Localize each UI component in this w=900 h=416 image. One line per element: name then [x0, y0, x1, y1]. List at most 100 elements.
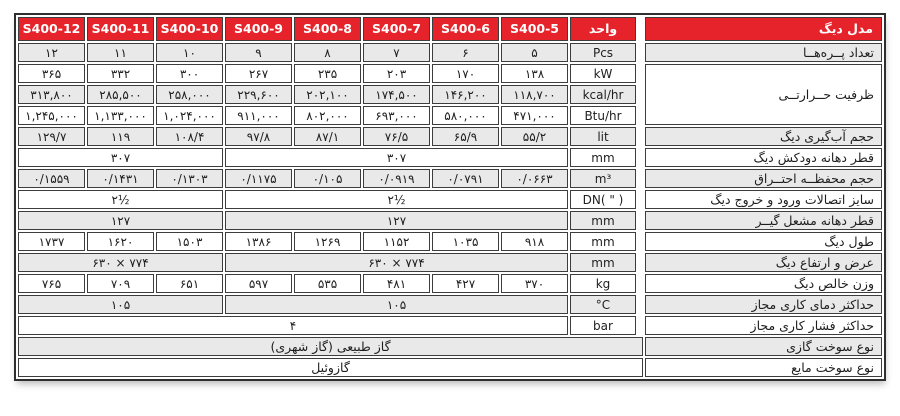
- row-spacer: [638, 148, 643, 167]
- cell-max-working-pressure-all-models: ۴: [18, 316, 568, 335]
- unit-max-working-pressure: bar: [570, 316, 636, 335]
- cell-sections-S400-6: ۶: [432, 43, 499, 62]
- cell-burner-opening-group-1: ۱۲۷: [18, 211, 223, 230]
- cell-sections-S400-9: ۹: [225, 43, 292, 62]
- cell-capacity-kcal-S400-6: ۱۴۶,۲۰۰: [432, 85, 499, 104]
- cell-water-volume-S400-10: ۱۰۸/۴: [156, 127, 223, 146]
- cell-capacity-kw-S400-5: ۱۳۸: [501, 64, 568, 83]
- cell-capacity-btu-S400-10: ۱,۰۲۴,۰۰۰: [156, 106, 223, 125]
- cell-net-weight-S400-11: ۷۰۹: [87, 274, 154, 293]
- row-label-water-volume: حجم آب‌گیری دیگ: [645, 127, 882, 146]
- cell-boiler-length-S400-12: ۱۷۳۷: [18, 232, 85, 251]
- model-header-S400-9: S400-9: [225, 17, 292, 41]
- cell-capacity-kcal-S400-8: ۲۰۲,۱۰۰: [294, 85, 361, 104]
- row-label-gas-fuel-type: نوع سوخت گازی: [645, 337, 882, 356]
- row-spacer: [638, 64, 643, 83]
- table-row-burner-opening: ۱۲۷ ۱۲۷ mm قطر دهانه مشعل گیــر: [18, 211, 882, 230]
- cell-water-volume-S400-11: ۱۱۹: [87, 127, 154, 146]
- cell-capacity-btu-S400-6: ۵۸۰,۰۰۰: [432, 106, 499, 125]
- table-row-max-working-temp: ۱۰۵ ۱۰۵ °C حداکثر دمای کاری مجاز: [18, 295, 882, 314]
- row-spacer: [638, 253, 643, 272]
- row-label-liquid-fuel-type: نوع سوخت مایع: [645, 358, 882, 377]
- cell-capacity-kcal-S400-11: ۲۸۵,۵۰۰: [87, 85, 154, 104]
- spec-table: S400-12 S400-11 S400-10 S400-9 S400-8 S400-7 S…: [14, 13, 886, 381]
- unit-combustion-volume: m³: [570, 169, 636, 188]
- cell-capacity-kw-S400-6: ۱۷۰: [432, 64, 499, 83]
- row-label-burner-opening: قطر دهانه مشعل گیــر: [645, 211, 882, 230]
- cell-capacity-kw-S400-8: ۲۳۵: [294, 64, 361, 83]
- cell-max-working-temp-group-2: ۱۰۵: [225, 295, 568, 314]
- cell-capacity-kcal-S400-12: ۳۱۳,۸۰۰: [18, 85, 85, 104]
- cell-capacity-kcal-S400-10: ۲۵۸,۰۰۰: [156, 85, 223, 104]
- row-spacer: [638, 211, 643, 230]
- unit-max-working-temp: °C: [570, 295, 636, 314]
- row-label-width-height: عرض و ارتفاع دیگ: [645, 253, 882, 272]
- unit-column-header: واحد: [570, 17, 636, 41]
- table-row-chimney-diameter: ۳۰۷ ۳۰۷ mm قطر دهانه دودکش دیگ: [18, 148, 882, 167]
- cell-sections-S400-8: ۸: [294, 43, 361, 62]
- model-header-S400-11: S400-11: [87, 17, 154, 41]
- row-spacer: [638, 127, 643, 146]
- cell-boiler-length-S400-10: ۱۵۰۳: [156, 232, 223, 251]
- cell-capacity-btu-S400-7: ۶۹۳,۰۰۰: [363, 106, 430, 125]
- unit-width-height: mm: [570, 253, 636, 272]
- model-header-S400-12: S400-12: [18, 17, 85, 41]
- cell-capacity-kw-S400-9: ۲۶۷: [225, 64, 292, 83]
- unit-connection-size: DN( " ): [570, 190, 636, 209]
- unit-net-weight: kg: [570, 274, 636, 293]
- table-row-capacity-kw: ۳۶۵ ۳۳۲ ۳۰۰ ۲۶۷ ۲۳۵ ۲۰۳ ۱۷۰ ۱۳۸ kW ظرفیت حــرارتـ…: [18, 64, 882, 125]
- cell-boiler-length-S400-7: ۱۱۵۲: [363, 232, 430, 251]
- cell-capacity-kw-S400-12: ۳۶۵: [18, 64, 85, 83]
- cell-sections-S400-12: ۱۲: [18, 43, 85, 62]
- cell-capacity-kcal-S400-7: ۱۷۴,۵۰۰: [363, 85, 430, 104]
- cell-capacity-kw-S400-10: ۳۰۰: [156, 64, 223, 83]
- page: S400-12 S400-11 S400-10 S400-9 S400-8 S400-7 S…: [14, 13, 886, 381]
- cell-water-volume-S400-12: ۱۲۹/۷: [18, 127, 85, 146]
- cell-capacity-kcal-S400-9: ۲۲۹,۶۰۰: [225, 85, 292, 104]
- table-row-net-weight: ۷۶۵ ۷۰۹ ۶۵۱ ۵۹۷ ۵۳۵ ۴۸۱ ۴۲۷ ۳۷۰ kg وزن خالص دیگ: [18, 274, 882, 293]
- cell-water-volume-S400-5: ۵۵/۲: [501, 127, 568, 146]
- cell-water-volume-S400-7: ۷۶/۵: [363, 127, 430, 146]
- table-row-gas-fuel-type: گاز طبیعی (گاز شهری) نوع سوخت گازی: [18, 337, 882, 356]
- cell-liquid-fuel-type-value: گازوئیل: [18, 358, 643, 377]
- cell-net-weight-S400-7: ۴۸۱: [363, 274, 430, 293]
- cell-net-weight-S400-8: ۵۳۵: [294, 274, 361, 293]
- cell-capacity-btu-S400-12: ۱,۲۴۵,۰۰۰: [18, 106, 85, 125]
- row-label-chimney-diameter: قطر دهانه دودکش دیگ: [645, 148, 882, 167]
- cell-boiler-length-S400-5: ۹۱۸: [501, 232, 568, 251]
- cell-sections-S400-7: ۷: [363, 43, 430, 62]
- cell-sections-S400-11: ۱۱: [87, 43, 154, 62]
- cell-boiler-length-S400-11: ۱۶۲۰: [87, 232, 154, 251]
- model-header-S400-7: S400-7: [363, 17, 430, 41]
- row-spacer: [638, 169, 643, 188]
- table-row-width-height: ۶۳۰ × ۷۷۴ ۶۳۰ × ۷۷۴ mm عرض و ارتفاع دیگ: [18, 253, 882, 272]
- row-spacer: [638, 232, 643, 251]
- cell-combustion-volume-S400-10: ۰/۱۳۰۳: [156, 169, 223, 188]
- cell-water-volume-S400-6: ۶۵/۹: [432, 127, 499, 146]
- cell-capacity-kcal-S400-5: ۱۱۸,۷۰۰: [501, 85, 568, 104]
- row-spacer: [638, 106, 643, 125]
- cell-combustion-volume-S400-9: ۰/۱۱۷۵: [225, 169, 292, 188]
- cell-sections-S400-10: ۱۰: [156, 43, 223, 62]
- unit-capacity-kw: kW: [570, 64, 636, 83]
- row-label-boiler-length: طول دیگ: [645, 232, 882, 251]
- unit-burner-opening: mm: [570, 211, 636, 230]
- cell-net-weight-S400-12: ۷۶۵: [18, 274, 85, 293]
- cell-combustion-volume-S400-5: ۰/۰۶۶۳: [501, 169, 568, 188]
- unit-sections: Pcs: [570, 43, 636, 62]
- cell-burner-opening-group-2: ۱۲۷: [225, 211, 568, 230]
- header-row: S400-12 S400-11 S400-10 S400-9 S400-8 S400-7 S…: [18, 17, 882, 41]
- table-row-max-working-pressure: ۴ bar حداکثر فشار کاری مجاز: [18, 316, 882, 335]
- model-header-S400-5: S400-5: [501, 17, 568, 41]
- row-spacer: [638, 316, 643, 335]
- cell-capacity-kw-S400-7: ۲۰۳: [363, 64, 430, 83]
- cell-capacity-kw-S400-11: ۳۳۲: [87, 64, 154, 83]
- row-label-capacity-kw: ظرفیت حــرارتــی: [645, 64, 882, 125]
- cell-capacity-btu-S400-8: ۸۰۲,۰۰۰: [294, 106, 361, 125]
- cell-capacity-btu-S400-9: ۹۱۱,۰۰۰: [225, 106, 292, 125]
- cell-width-height-group-1: ۶۳۰ × ۷۷۴: [18, 253, 223, 272]
- cell-boiler-length-S400-9: ۱۳۸۶: [225, 232, 292, 251]
- table-row-boiler-length: ۱۷۳۷ ۱۶۲۰ ۱۵۰۳ ۱۳۸۶ ۱۲۶۹ ۱۱۵۲ ۱۰۳۵ ۹۱۸ mm طول دیگ: [18, 232, 882, 251]
- table-row-connection-size: ۲½ ۲½ DN( " ) سایز اتصالات ورود و خروج دیگ: [18, 190, 882, 209]
- cell-water-volume-S400-8: ۸۷/۱: [294, 127, 361, 146]
